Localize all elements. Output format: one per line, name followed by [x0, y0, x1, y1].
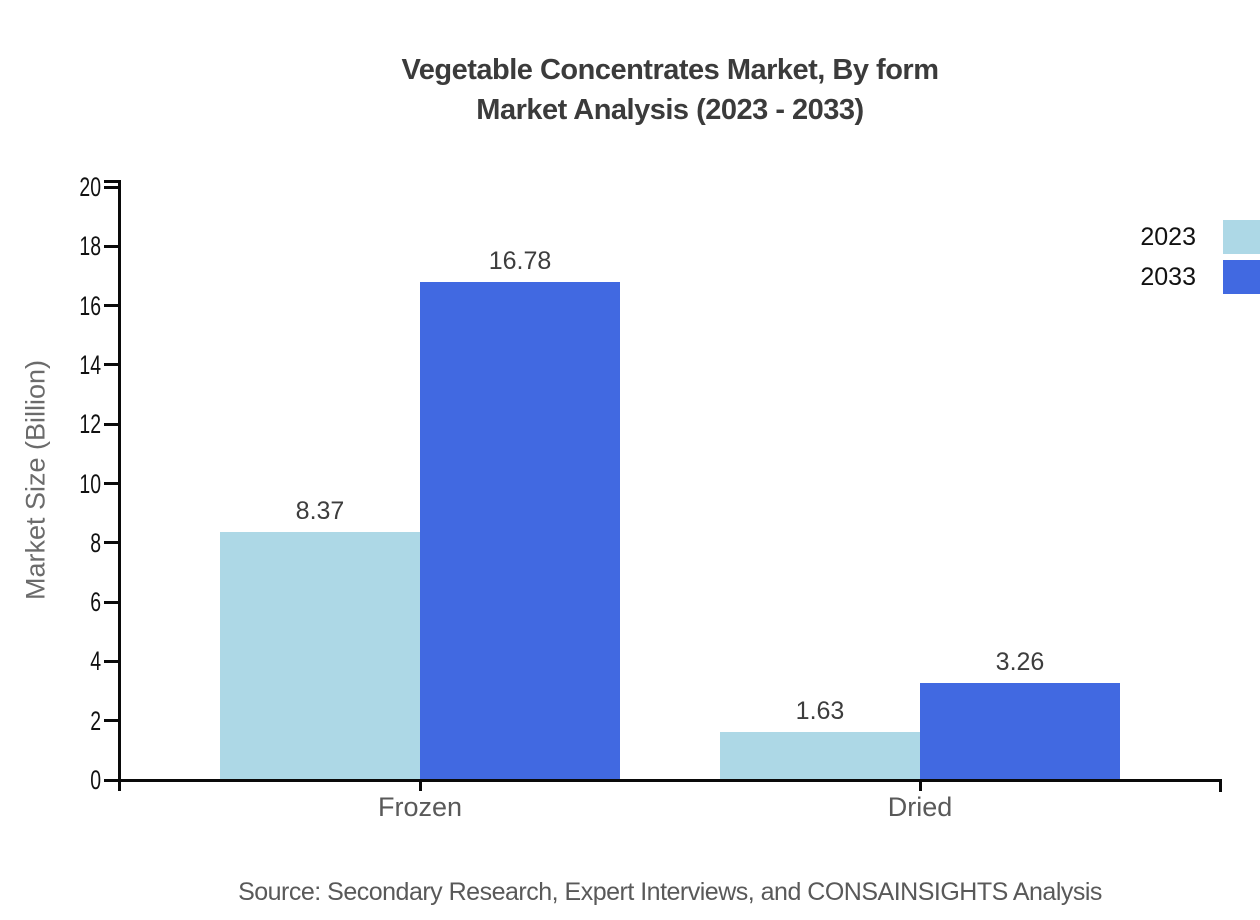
x-category-label: Dried	[887, 792, 953, 822]
bar-value-label: 1.63	[795, 696, 845, 725]
y-tick	[104, 541, 119, 545]
legend-label: 2023	[1140, 223, 1196, 251]
x-axis-line	[117, 778, 1222, 782]
y-tick	[104, 304, 119, 308]
x-category-tick	[418, 780, 422, 791]
y-tick-label: 8	[90, 527, 101, 558]
y-tick-label: 20	[79, 172, 101, 202]
y-tick-label: 0	[90, 765, 101, 795]
bar-2023-frozen	[220, 531, 420, 780]
chart-title: Vegetable Concentrates Market, By form M…	[80, 50, 1260, 130]
y-tick	[104, 185, 119, 189]
chart-title-line2: Market Analysis (2023 - 2033)	[476, 94, 864, 126]
source-note: Source: Secondary Research, Expert Inter…	[238, 878, 1102, 906]
y-tick-label: 18	[79, 231, 101, 262]
y-tick-label: 14	[79, 349, 101, 380]
y-tick	[104, 482, 119, 485]
y-tick	[104, 719, 119, 723]
y-tick	[104, 363, 119, 367]
y-axis-title: Market Size (Billion)	[20, 359, 51, 601]
y-tick-label: 12	[79, 409, 101, 440]
y-tick-label: 16	[79, 290, 101, 321]
x-axis-cap	[1218, 778, 1222, 792]
bar-2033-frozen	[420, 282, 620, 780]
legend-label: 2033	[1140, 263, 1196, 291]
y-tick	[104, 244, 119, 248]
bar-2023-dried	[720, 731, 920, 780]
y-tick-label: 4	[90, 646, 101, 677]
bar-2033-dried	[920, 683, 1120, 780]
bar-value-label: 16.78	[488, 247, 552, 276]
legend-swatch	[1223, 260, 1260, 294]
legend-swatch	[1223, 220, 1260, 254]
x-category-label: Frozen	[377, 792, 463, 822]
y-axis-cap	[104, 179, 119, 183]
chart-title-line1: Vegetable Concentrates Market, By form	[401, 54, 939, 86]
y-tick	[104, 600, 119, 604]
y-axis-line	[117, 179, 121, 791]
bar-value-label: 8.37	[295, 496, 345, 525]
y-tick	[104, 422, 119, 426]
bar-value-label: 3.26	[995, 648, 1045, 677]
y-tick-label: 10	[79, 468, 101, 499]
y-tick-label: 6	[90, 587, 101, 618]
x-category-tick	[918, 780, 922, 791]
y-tick	[104, 659, 119, 663]
y-tick	[104, 778, 119, 782]
y-tick-label: 2	[90, 705, 101, 736]
